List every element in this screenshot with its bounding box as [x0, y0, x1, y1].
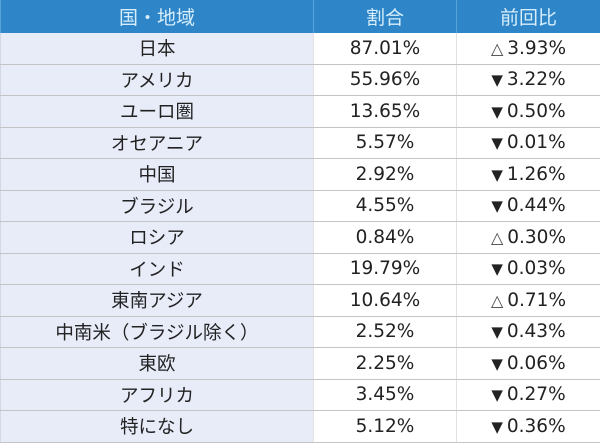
table-row: オセアニア 5.57% ▼ 0.01%	[0, 127, 600, 159]
change-value: 0.44%	[506, 195, 566, 217]
region-cell: 日本	[0, 33, 314, 65]
table-body: 日本 87.01% △ 3.93% アメリカ 55.96% ▼ 3.22% ユーロ圏 13.65%…	[0, 33, 600, 443]
share-cell: 55.96%	[313, 64, 457, 96]
triangle-down-filled-icon: ▼	[491, 71, 503, 90]
table-row: 中南米（ブラジル除く） 2.52% ▼ 0.43%	[0, 316, 600, 348]
table-row: 東欧 2.25% ▼ 0.06%	[0, 347, 600, 380]
header-region: 国・地域	[0, 0, 314, 33]
change-cell: ▼ 0.27%	[456, 379, 600, 411]
region-cell: ユーロ圏	[0, 95, 314, 128]
change-cell: ▼ 0.44%	[456, 190, 600, 222]
triangle-up-outline-icon: △	[490, 290, 504, 310]
table-row: アフリカ 3.45% ▼ 0.27%	[0, 379, 600, 411]
change-value: 0.71%	[507, 289, 567, 311]
region-cell: 東欧	[0, 347, 314, 380]
table-row: 日本 87.01% △ 3.93%	[0, 33, 600, 65]
change-value: 0.43%	[506, 321, 566, 343]
share-cell: 5.57%	[313, 127, 457, 159]
change-cell: ▼ 0.43%	[456, 316, 600, 348]
region-cell: 中国	[0, 158, 314, 191]
table-row: 東南アジア 10.64% △ 0.71%	[0, 284, 600, 317]
region-cell: ロシア	[0, 221, 314, 254]
share-cell: 2.25%	[313, 347, 457, 380]
change-value: 0.06%	[506, 352, 566, 374]
change-value: 0.27%	[506, 384, 566, 406]
region-cell: 特になし	[0, 410, 314, 443]
share-cell: 2.52%	[313, 316, 457, 348]
change-cell: △ 0.30%	[456, 221, 600, 254]
table-row: アメリカ 55.96% ▼ 3.22%	[0, 64, 600, 96]
table-row: ブラジル 4.55% ▼ 0.44%	[0, 190, 600, 222]
triangle-down-filled-icon: ▼	[491, 165, 503, 184]
share-cell: 3.45%	[313, 379, 457, 411]
header-row: 国・地域 割合 前回比	[0, 0, 600, 33]
table-header: 国・地域 割合 前回比	[0, 0, 600, 33]
change-value: 0.01%	[506, 132, 566, 154]
share-cell: 10.64%	[313, 284, 457, 317]
triangle-up-outline-icon: △	[490, 227, 504, 247]
share-cell: 19.79%	[313, 253, 457, 285]
triangle-down-filled-icon: ▼	[491, 197, 503, 216]
triangle-down-filled-icon: ▼	[491, 386, 503, 405]
triangle-up-outline-icon: △	[490, 38, 504, 58]
region-cell: 中南米（ブラジル除く）	[0, 316, 314, 348]
region-cell: ブラジル	[0, 190, 314, 222]
change-cell: △ 3.93%	[456, 33, 600, 65]
table-row: ユーロ圏 13.65% ▼ 0.50%	[0, 95, 600, 128]
region-cell: アフリカ	[0, 379, 314, 411]
triangle-down-filled-icon: ▼	[491, 354, 503, 373]
change-value: 0.03%	[506, 258, 566, 280]
change-cell: ▼ 0.01%	[456, 127, 600, 159]
change-value: 0.30%	[507, 226, 567, 248]
change-value: 0.50%	[506, 100, 566, 122]
table-row: 特になし 5.12% ▼ 0.36%	[0, 410, 600, 443]
region-cell: アメリカ	[0, 64, 314, 96]
header-share: 割合	[313, 0, 457, 33]
change-cell: △ 0.71%	[456, 284, 600, 317]
table-row: 中国 2.92% ▼ 1.26%	[0, 158, 600, 191]
change-cell: ▼ 0.36%	[456, 410, 600, 443]
change-value: 0.36%	[506, 415, 566, 437]
table-row: インド 19.79% ▼ 0.03%	[0, 253, 600, 285]
change-value: 3.93%	[507, 37, 567, 59]
share-cell: 4.55%	[313, 190, 457, 222]
region-cell: インド	[0, 253, 314, 285]
change-value: 3.22%	[506, 69, 566, 91]
header-change: 前回比	[456, 0, 600, 33]
triangle-down-filled-icon: ▼	[491, 260, 503, 279]
change-cell: ▼ 0.06%	[456, 347, 600, 380]
share-cell: 0.84%	[313, 221, 457, 254]
share-cell: 13.65%	[313, 95, 457, 128]
change-value: 1.26%	[506, 163, 566, 185]
region-cell: 東南アジア	[0, 284, 314, 317]
share-cell: 87.01%	[313, 33, 457, 65]
triangle-down-filled-icon: ▼	[491, 323, 503, 342]
region-cell: オセアニア	[0, 127, 314, 159]
change-cell: ▼ 1.26%	[456, 158, 600, 191]
change-cell: ▼ 0.03%	[456, 253, 600, 285]
change-cell: ▼ 0.50%	[456, 95, 600, 128]
table-row: ロシア 0.84% △ 0.30%	[0, 221, 600, 254]
triangle-down-filled-icon: ▼	[491, 134, 503, 153]
triangle-down-filled-icon: ▼	[491, 417, 503, 436]
share-cell: 2.92%	[313, 158, 457, 191]
triangle-down-filled-icon: ▼	[491, 102, 503, 121]
change-cell: ▼ 3.22%	[456, 64, 600, 96]
share-cell: 5.12%	[313, 410, 457, 443]
